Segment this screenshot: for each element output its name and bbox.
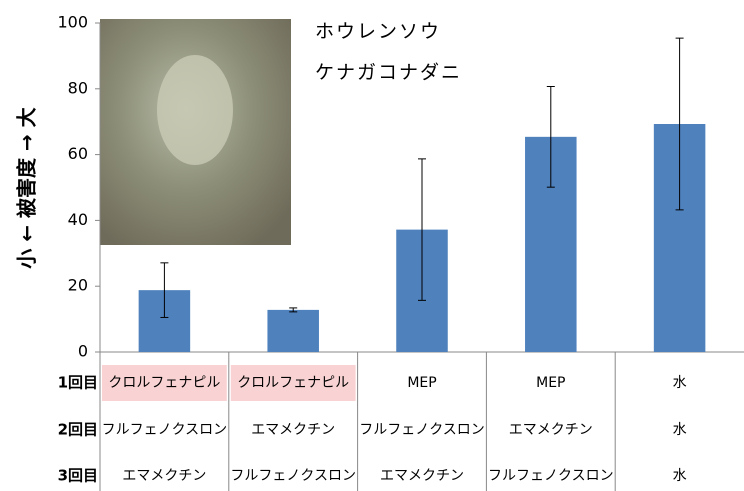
table-cell: フルフェノクスロン bbox=[488, 468, 614, 484]
table-cell: エマメクチン bbox=[122, 468, 206, 484]
error-bar bbox=[418, 158, 426, 301]
table-cell: MEP bbox=[536, 375, 565, 391]
row-label: 3回目 bbox=[58, 467, 98, 485]
table-cell: フルフェノクスロン bbox=[230, 468, 356, 484]
table-cell: MEP bbox=[407, 375, 436, 391]
y-tick-label: 80 bbox=[68, 78, 88, 97]
error-bar bbox=[546, 85, 555, 188]
y-axis-label: 小 ← 被害度 → 大 bbox=[15, 107, 39, 268]
table-cell: エマメクチン bbox=[509, 422, 593, 438]
table-cell: エマメクチン bbox=[380, 468, 464, 484]
error-bar bbox=[675, 37, 684, 211]
error-bar bbox=[289, 307, 298, 313]
row-label: 2回目 bbox=[58, 421, 98, 439]
y-tick-label: 20 bbox=[68, 276, 88, 295]
table-cell: フルフェノクスロン bbox=[102, 422, 228, 438]
y-tick-label: 40 bbox=[68, 210, 88, 229]
table-cell: 水 bbox=[673, 375, 687, 391]
photo-mite bbox=[157, 55, 233, 165]
table-cell: エマメクチン bbox=[251, 422, 335, 438]
annotation: ケナガコナダニ bbox=[315, 62, 462, 84]
table-cell: 水 bbox=[673, 422, 687, 438]
bar bbox=[267, 309, 319, 352]
cell-highlight bbox=[230, 365, 356, 401]
y-tick-label: 100 bbox=[57, 13, 88, 32]
table-cell: 水 bbox=[673, 468, 687, 484]
y-tick-label: 60 bbox=[68, 144, 88, 163]
table-cell: クロルフェナピル bbox=[108, 375, 220, 391]
cell-highlight bbox=[102, 365, 227, 401]
y-tick-label: 0 bbox=[78, 342, 88, 361]
row-label: 1回目 bbox=[58, 374, 98, 392]
annotation: ホウレンソウ bbox=[315, 21, 441, 43]
table-cell: フルフェノクスロン bbox=[359, 422, 485, 438]
table-cell: クロルフェナピル bbox=[237, 375, 349, 391]
error-bar bbox=[160, 262, 169, 318]
